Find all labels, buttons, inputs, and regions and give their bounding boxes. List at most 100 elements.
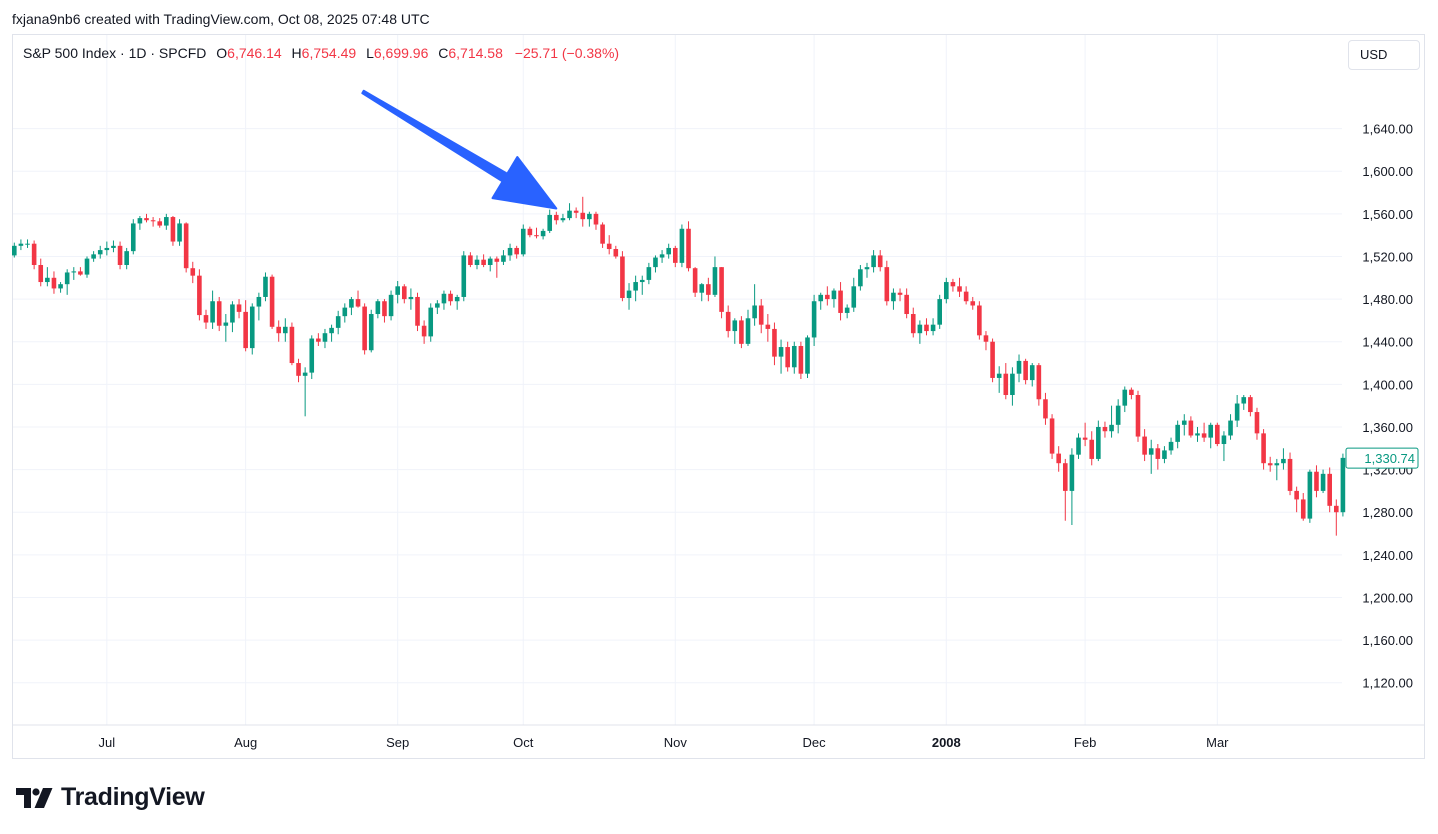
candle-body[interactable] xyxy=(732,320,738,332)
candle-body[interactable] xyxy=(243,311,248,349)
candle-body[interactable] xyxy=(1274,463,1280,466)
candle-body[interactable] xyxy=(725,311,731,332)
candle-body[interactable] xyxy=(818,294,824,302)
candle-body[interactable] xyxy=(1281,458,1286,464)
candle-body[interactable] xyxy=(838,290,843,313)
candle-body[interactable] xyxy=(910,314,916,334)
candle-body[interactable] xyxy=(626,290,632,299)
candle-body[interactable] xyxy=(1010,373,1015,395)
candle-body[interactable] xyxy=(514,247,519,255)
candle-body[interactable] xyxy=(368,314,374,351)
candle-body[interactable] xyxy=(84,258,90,275)
candle-body[interactable] xyxy=(25,243,30,245)
candle-body[interactable] xyxy=(904,294,909,315)
candle-body[interactable] xyxy=(1069,454,1075,491)
candle-body[interactable] xyxy=(144,218,149,221)
candle-body[interactable] xyxy=(858,269,863,287)
candle-body[interactable] xyxy=(520,228,526,255)
candle-body[interactable] xyxy=(706,284,711,295)
candle-body[interactable] xyxy=(963,291,969,302)
candle-body[interactable] xyxy=(977,305,982,336)
candle-body[interactable] xyxy=(600,224,605,244)
candle-body[interactable] xyxy=(606,243,612,250)
candle-body[interactable] xyxy=(164,217,169,226)
legend-symbol[interactable]: S&P 500 Index · 1D · SPCFD xyxy=(23,45,207,61)
candle-body[interactable] xyxy=(996,373,1002,378)
candle-body[interactable] xyxy=(38,265,44,283)
candle-body[interactable] xyxy=(924,324,929,332)
candle-body[interactable] xyxy=(798,345,804,374)
candle-body[interactable] xyxy=(1102,426,1108,432)
candle-body[interactable] xyxy=(91,254,96,259)
candle-body[interactable] xyxy=(18,243,24,246)
candle-body[interactable] xyxy=(937,299,942,325)
candle-body[interactable] xyxy=(236,304,242,312)
candle-body[interactable] xyxy=(580,212,586,220)
candle-body[interactable] xyxy=(1234,403,1240,421)
candle-body[interactable] xyxy=(1076,437,1081,455)
candle-body[interactable] xyxy=(666,247,671,255)
candle-body[interactable] xyxy=(1241,397,1247,404)
candle-body[interactable] xyxy=(342,307,348,317)
candle-body[interactable] xyxy=(474,259,480,265)
candle-body[interactable] xyxy=(428,307,434,337)
candle-body[interactable] xyxy=(1089,439,1095,459)
candle-body[interactable] xyxy=(1300,499,1306,519)
candle-body[interactable] xyxy=(1023,360,1028,381)
candle-body[interactable] xyxy=(441,293,447,304)
candle-body[interactable] xyxy=(739,320,744,344)
candle-body[interactable] xyxy=(851,286,857,308)
candle-body[interactable] xyxy=(230,304,235,323)
candle-body[interactable] xyxy=(124,251,129,265)
candle-body[interactable] xyxy=(362,306,367,351)
candle-body[interactable] xyxy=(1340,457,1346,513)
candle-body[interactable] xyxy=(805,337,810,374)
candle-body[interactable] xyxy=(302,372,308,376)
candle-body[interactable] xyxy=(448,293,453,302)
candle-body[interactable] xyxy=(45,277,50,283)
candle-body[interactable] xyxy=(944,282,949,300)
candle-body[interactable] xyxy=(130,223,136,252)
candle-body[interactable] xyxy=(639,279,645,283)
candle-body[interactable] xyxy=(752,305,757,319)
candle-body[interactable] xyxy=(78,271,83,275)
candle-body[interactable] xyxy=(1215,424,1220,445)
candle-body[interactable] xyxy=(1062,463,1068,491)
candle-body[interactable] xyxy=(263,276,268,297)
candle-body[interactable] xyxy=(1287,458,1293,491)
candle-body[interactable] xyxy=(137,218,143,224)
candle-body[interactable] xyxy=(983,335,989,342)
candle-body[interactable] xyxy=(1003,373,1009,395)
candle-body[interactable] xyxy=(388,294,394,317)
candle-body[interactable] xyxy=(930,324,936,332)
candle-body[interactable] xyxy=(111,245,116,248)
candle-body[interactable] xyxy=(1135,395,1141,437)
candle-body[interactable] xyxy=(1307,471,1313,519)
annotation-arrow[interactable] xyxy=(361,89,558,210)
candle-body[interactable] xyxy=(395,286,400,295)
candle-body[interactable] xyxy=(435,303,440,308)
candle-body[interactable] xyxy=(355,299,361,307)
candle-body[interactable] xyxy=(864,267,870,270)
candle-body[interactable] xyxy=(587,213,592,220)
candle-body[interactable] xyxy=(686,228,691,269)
candle-body[interactable] xyxy=(382,301,387,317)
candle-body[interactable] xyxy=(778,347,784,357)
candle-body[interactable] xyxy=(1148,448,1154,455)
candle-body[interactable] xyxy=(547,214,553,231)
candle-body[interactable] xyxy=(1036,365,1042,400)
candle-body[interactable] xyxy=(71,271,77,273)
candle-body[interactable] xyxy=(1188,420,1194,436)
candle-body[interactable] xyxy=(970,301,976,306)
candle-body[interactable] xyxy=(1221,435,1227,445)
candle-body[interactable] xyxy=(1175,424,1180,442)
candle-body[interactable] xyxy=(1016,360,1022,374)
candle-body[interactable] xyxy=(950,282,956,287)
candle-body[interactable] xyxy=(1334,505,1339,513)
candle-body[interactable] xyxy=(468,255,473,265)
candle-body[interactable] xyxy=(494,258,500,262)
candle-body[interactable] xyxy=(811,301,817,338)
candle-body[interactable] xyxy=(117,245,123,265)
candle-body[interactable] xyxy=(454,296,460,302)
